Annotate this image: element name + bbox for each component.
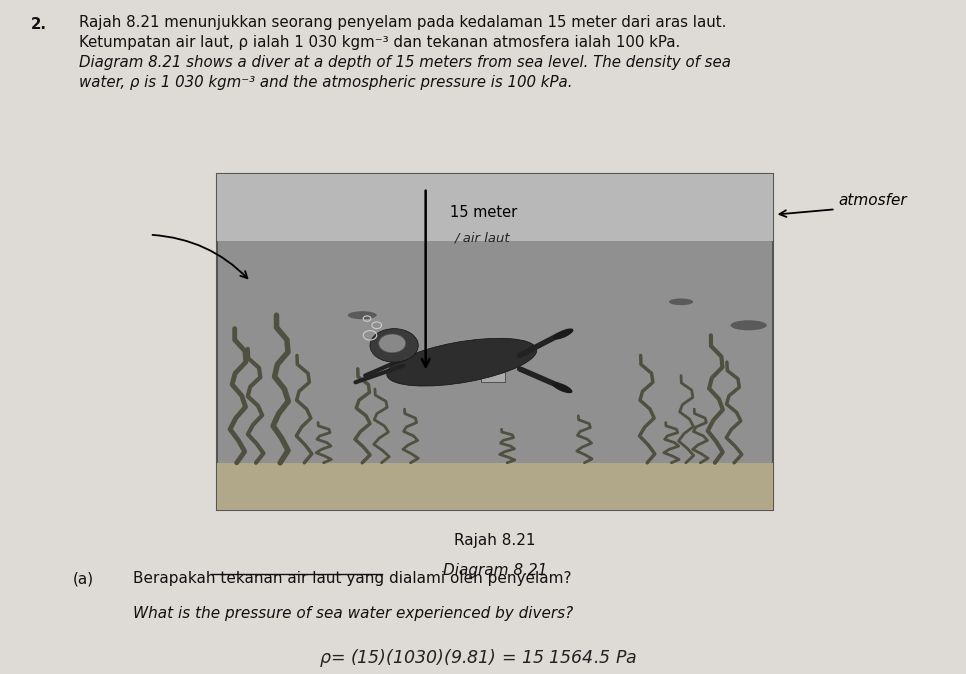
Ellipse shape	[668, 299, 694, 305]
Ellipse shape	[348, 311, 377, 319]
Circle shape	[370, 329, 418, 362]
Text: 2.: 2.	[31, 17, 47, 32]
Circle shape	[379, 334, 406, 353]
Ellipse shape	[386, 338, 537, 386]
Text: / air laut: / air laut	[455, 231, 510, 245]
Text: water, ρ is 1 030 kgm⁻³ and the atmospheric pressure is 100 kPa.: water, ρ is 1 030 kgm⁻³ and the atmosphe…	[79, 75, 573, 90]
Text: 15 meter: 15 meter	[450, 204, 517, 220]
Bar	[481, 359, 505, 382]
Ellipse shape	[553, 328, 574, 340]
Bar	[217, 175, 773, 510]
Text: Rajah 8.21 menunjukkan seorang penyelam pada kedalaman 15 meter dari aras laut.: Rajah 8.21 menunjukkan seorang penyelam …	[79, 15, 726, 30]
Text: $\rho$= (15)(1030)(9.81) = 15 1564.5 Pa: $\rho$= (15)(1030)(9.81) = 15 1564.5 Pa	[319, 646, 637, 669]
Bar	[217, 175, 773, 510]
Text: Ketumpatan air laut, ρ ialah 1 030 kgm⁻³ dan tekanan atmosfera ialah 100 kPa.: Ketumpatan air laut, ρ ialah 1 030 kgm⁻³…	[79, 35, 680, 50]
Text: Berapakah tekanan air laut yang dialami oleh penyelam?: Berapakah tekanan air laut yang dialami …	[133, 572, 572, 586]
Text: (a): (a)	[72, 572, 94, 586]
Bar	[217, 463, 773, 510]
Text: Diagram 8.21: Diagram 8.21	[442, 563, 548, 578]
Ellipse shape	[552, 382, 573, 393]
Text: What is the pressure of sea water experienced by divers?: What is the pressure of sea water experi…	[133, 607, 574, 621]
Text: Rajah 8.21: Rajah 8.21	[454, 533, 536, 548]
Ellipse shape	[730, 320, 767, 330]
Text: Diagram 8.21 shows a diver at a depth of 15 meters from sea level. The density o: Diagram 8.21 shows a diver at a depth of…	[79, 55, 731, 70]
Bar	[217, 175, 773, 241]
Text: atmosfer: atmosfer	[838, 193, 907, 208]
